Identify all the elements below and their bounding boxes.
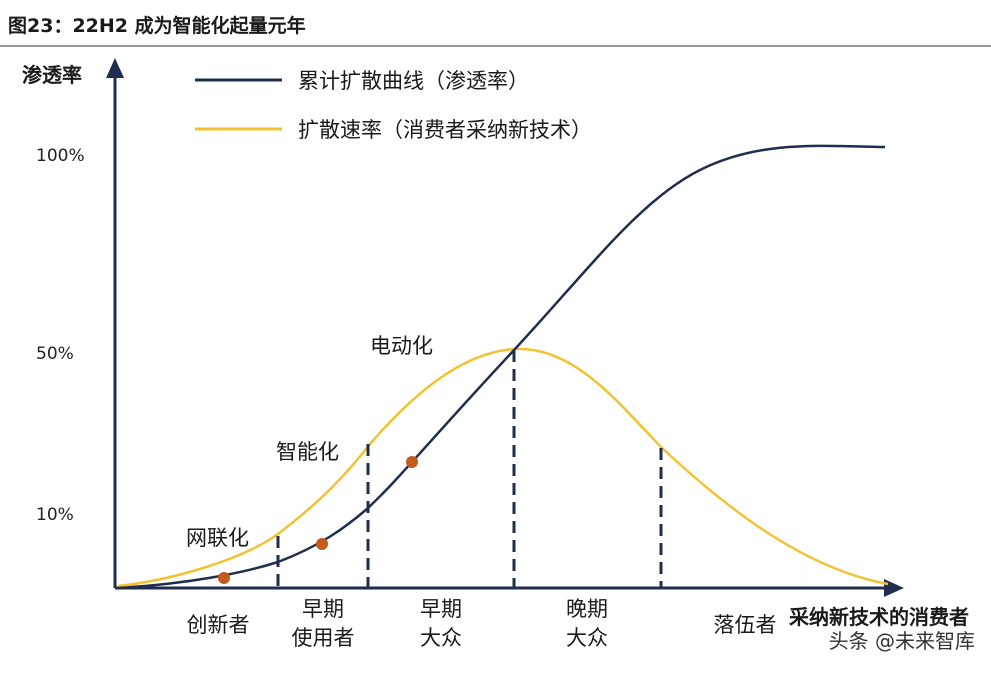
segment-label-early-majority-line2: 大众 — [420, 626, 462, 650]
x-axis-arrow — [884, 579, 904, 597]
figure-title: 图23：22H2 成为智能化起量元年 — [8, 14, 306, 37]
milestone-label-electrification: 电动化 — [370, 334, 433, 358]
segment-label-late-majority-line1: 晚期 — [566, 597, 608, 621]
segment-label-early-adopters-line2: 使用者 — [292, 626, 355, 650]
y-tick-label: 10% — [36, 505, 74, 525]
y-tick-label: 50% — [36, 344, 74, 364]
segment-label-innovators: 创新者 — [187, 613, 250, 637]
legend: 累计扩散曲线（渗透率） 扩散速率（消费者采纳新技术） — [195, 69, 592, 142]
legend-label-rate: 扩散速率（消费者采纳新技术） — [298, 118, 592, 142]
segment-label-late-majority-line2: 大众 — [566, 626, 608, 650]
segment-label-laggards: 落伍者 — [714, 613, 777, 637]
y-tick-label: 100% — [36, 146, 85, 166]
milestone-marker-connectivity — [218, 572, 230, 584]
milestone-label-intelligence: 智能化 — [276, 440, 339, 464]
segment-label-early-majority-line1: 早期 — [420, 597, 462, 621]
milestone-marker-assisted — [316, 538, 328, 550]
watermark: 头条 @未来智库 — [829, 629, 975, 653]
legend-label-cumulative: 累计扩散曲线（渗透率） — [298, 69, 529, 93]
milestone-label-connectivity: 网联化 — [186, 526, 249, 550]
milestone-marker-intelligence — [406, 456, 418, 468]
y-axis-arrow — [106, 58, 124, 78]
segment-label-early-adopters-line1: 早期 — [302, 597, 344, 621]
series-rate-line — [117, 347, 889, 588]
series-cumulative-line — [117, 144, 886, 590]
x-axis-title: 采纳新技术的消费者 — [789, 605, 969, 629]
y-axis-title: 渗透率 — [22, 63, 82, 87]
